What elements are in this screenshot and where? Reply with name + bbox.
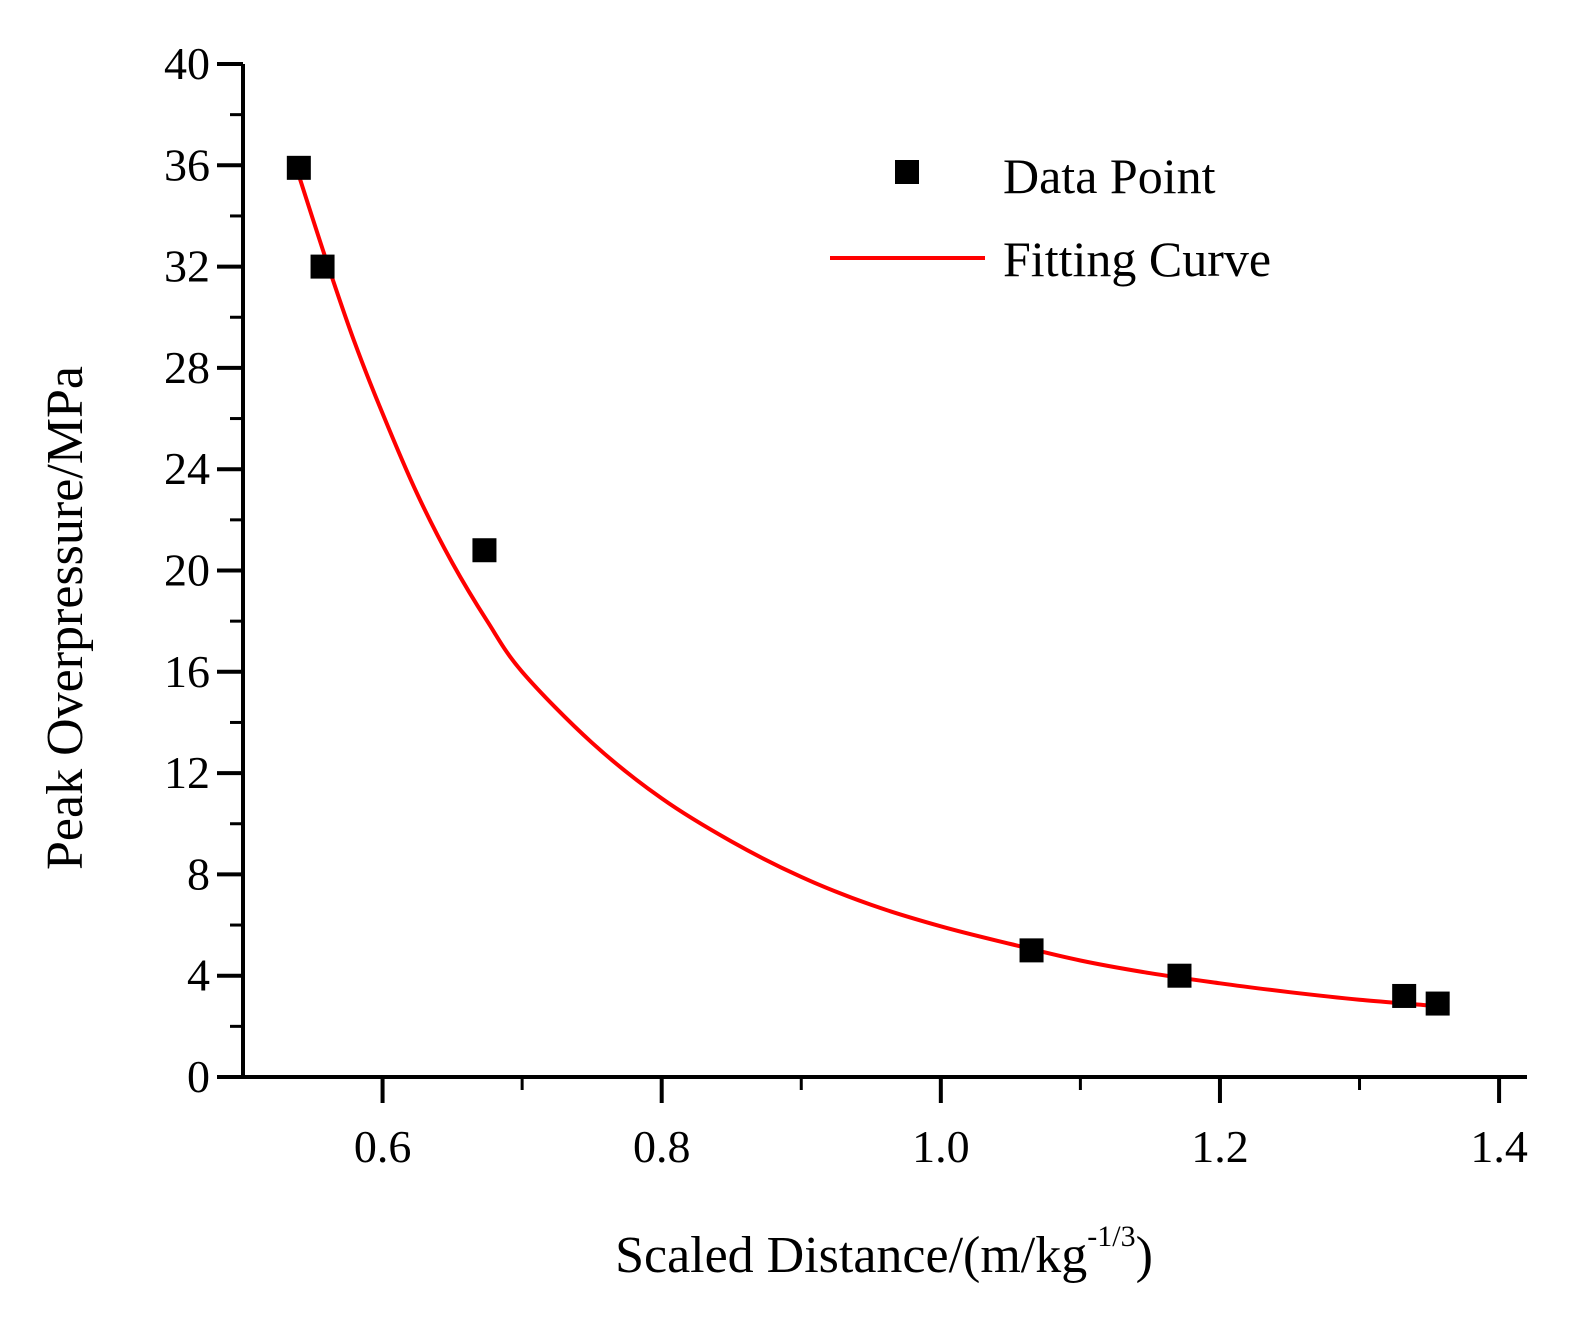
fitting-curve-line: [296, 174, 1438, 1009]
legend: Data Point Fitting Curve: [830, 148, 1271, 287]
legend-label-data-point: Data Point: [1003, 148, 1216, 204]
legend-marker-symbol: [895, 160, 919, 184]
data-point-marker: [1167, 963, 1192, 988]
y-tick-label: 36: [164, 139, 210, 190]
x-axis-title-main: Scaled Distance/(m/kg: [615, 1227, 1087, 1284]
y-tick-label: 16: [164, 646, 210, 697]
plot-frame: [241, 64, 1527, 1079]
y-tick-label: 32: [164, 241, 210, 292]
y-tick-label: 4: [187, 950, 210, 1001]
y-tick-label: 0: [187, 1051, 210, 1102]
data-point-marker: [1392, 983, 1417, 1008]
data-point-marker: [310, 254, 335, 279]
y-tick-label: 28: [164, 342, 210, 393]
y-axis-title: Peak Overpressure/MPa: [37, 366, 94, 870]
x-tick-label: 0.6: [354, 1121, 412, 1172]
x-tick-label: 1.0: [912, 1121, 970, 1172]
y-axis: 0 4 8 12 16 20 24 28 32 36 40: [164, 38, 243, 1102]
y-tick-label: 40: [164, 38, 210, 89]
y-tick-label: 20: [164, 545, 210, 596]
x-axis-title-suffix: ): [1136, 1227, 1153, 1284]
y-tick-label: 24: [164, 443, 210, 494]
x-axis: 0.6 0.8 1.0 1.2 1.4: [354, 1077, 1528, 1172]
y-tick-label: 8: [187, 848, 210, 899]
x-axis-title: Scaled Distance/(m/kg-1/3): [615, 1220, 1153, 1284]
x-tick-label: 1.4: [1470, 1121, 1528, 1172]
x-tick-label: 0.8: [633, 1121, 691, 1172]
data-point-marker: [1425, 991, 1450, 1016]
x-tick-label: 1.2: [1191, 1121, 1249, 1172]
data-point-marker: [472, 538, 497, 563]
legend-label-fitting-curve: Fitting Curve: [1003, 231, 1271, 287]
data-point-marker: [286, 155, 311, 180]
data-point-marker: [1019, 938, 1044, 963]
x-axis-title-superscript: -1/3: [1087, 1220, 1135, 1253]
y-tick-label: 12: [164, 747, 210, 798]
series-layer: [286, 155, 1450, 1016]
